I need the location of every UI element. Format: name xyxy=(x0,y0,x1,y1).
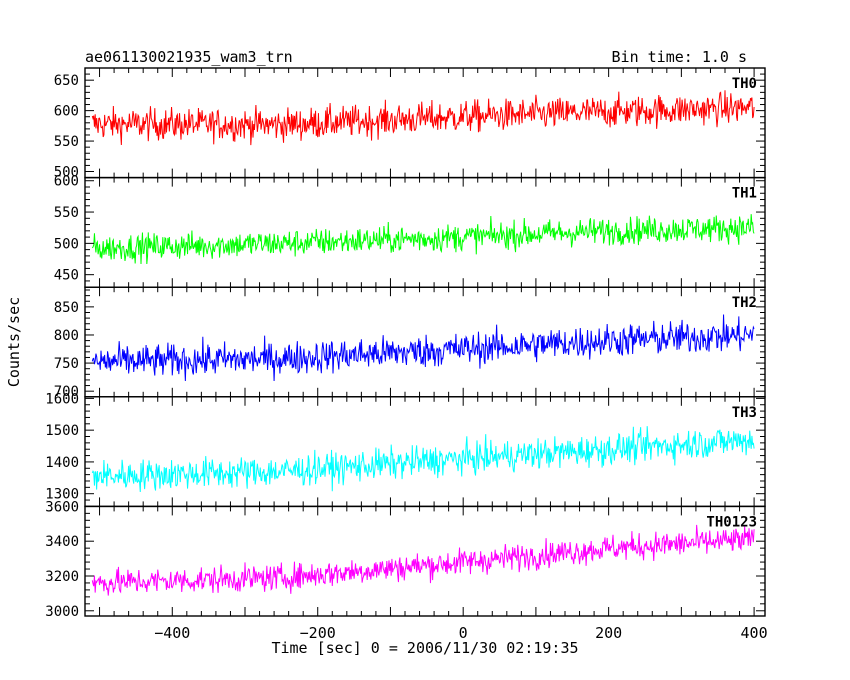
y-tick-label: 500 xyxy=(54,165,79,181)
panel-label-th0: TH0 xyxy=(732,76,757,92)
y-tick-label: 700 xyxy=(54,384,79,400)
y-tick-label: 1600 xyxy=(45,391,79,407)
y-tick-label: 500 xyxy=(54,236,79,252)
y-tick-label: 450 xyxy=(54,268,79,284)
x-axis: −400 −200 0 200 400 xyxy=(154,624,767,642)
x-tick-label: −200 xyxy=(300,624,336,642)
x-axis-label: Time [sec] 0 = 2006/11/30 02:19:35 xyxy=(271,639,578,657)
bin-time-label: Bin time: 1.0 s xyxy=(612,48,747,66)
y-tick-label: 3400 xyxy=(45,534,79,550)
panel-label-th1: TH1 xyxy=(732,186,757,202)
y-tick-label: 600 xyxy=(54,174,79,190)
panels: 500 550 600 650 TH0 450 500 550 600 TH1 700 750 800 8… xyxy=(45,67,766,620)
series-line-th2 xyxy=(91,314,755,382)
y-tick-label: 600 xyxy=(54,104,79,120)
x-tick-label: 0 xyxy=(459,624,468,642)
x-tick-label: 200 xyxy=(595,624,622,642)
series-line-th1 xyxy=(91,214,755,265)
y-tick-label: 800 xyxy=(54,328,79,344)
panel-label-th3: TH3 xyxy=(732,405,757,421)
y-tick-label: 3000 xyxy=(45,604,79,620)
y-axis-label: Counts/sec xyxy=(5,297,23,387)
figure-title: ae061130021935_wam3_trn xyxy=(85,48,293,66)
y-tick-label: 1300 xyxy=(45,487,79,503)
x-tick-label: 400 xyxy=(741,624,768,642)
y-tick-label: 3200 xyxy=(45,569,79,585)
series-line-th0123 xyxy=(91,524,755,596)
y-tick-label: 650 xyxy=(54,73,79,89)
panel-label-th0123: TH0123 xyxy=(706,514,757,530)
y-tick-label: 550 xyxy=(54,205,79,221)
panel-label-th2: TH2 xyxy=(732,295,757,311)
y-tick-label: 1500 xyxy=(45,423,79,439)
series-line-th0 xyxy=(91,90,755,146)
y-tick-label: 3600 xyxy=(45,499,79,515)
y-tick-label: 850 xyxy=(54,300,79,316)
y-tick-label: 550 xyxy=(54,134,79,150)
y-tick-label: 750 xyxy=(54,356,79,372)
series-line-th3 xyxy=(91,426,755,493)
y-tick-label: 1400 xyxy=(45,455,79,471)
x-tick-label: −400 xyxy=(154,624,190,642)
panel-th0123: 3000 3200 3400 3600 TH0123 xyxy=(45,499,766,620)
panel-frame xyxy=(84,505,766,617)
